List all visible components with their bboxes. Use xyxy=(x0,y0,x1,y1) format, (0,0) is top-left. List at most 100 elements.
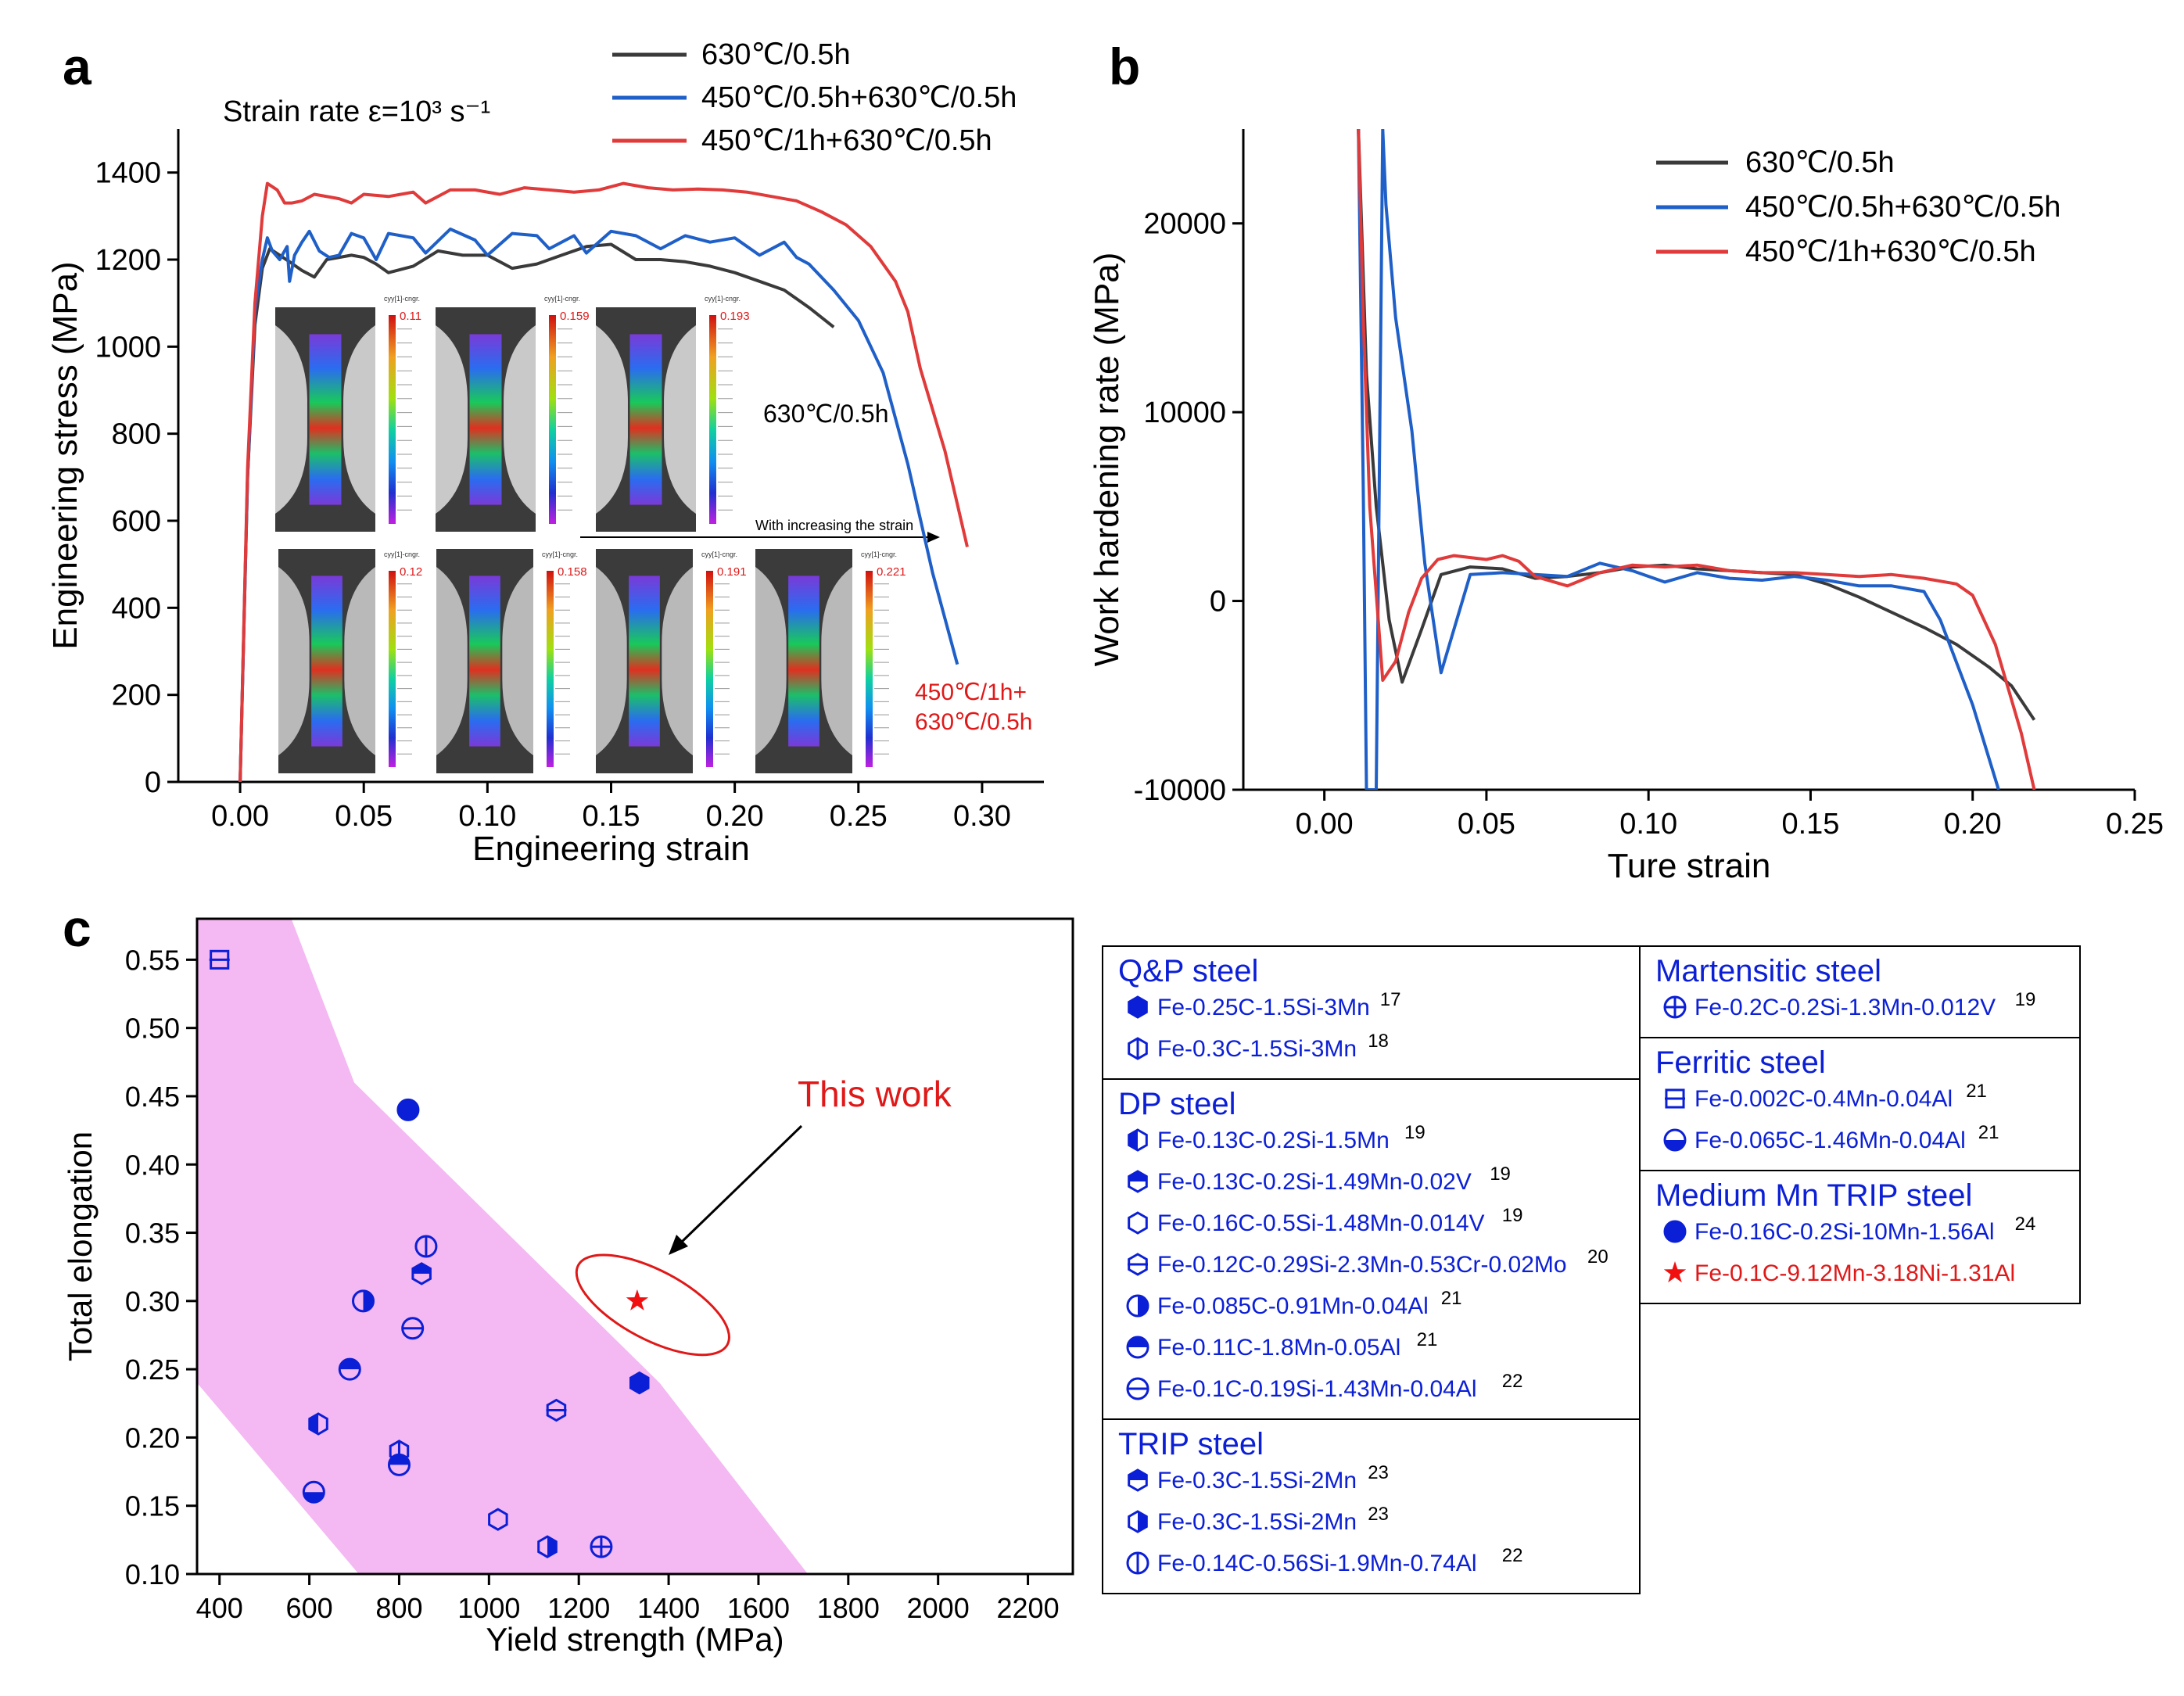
marker-fill xyxy=(1128,1130,1138,1150)
marker-outline xyxy=(1663,995,1687,1019)
this-work-ellipse xyxy=(575,1253,730,1357)
colorbar-header: cyy[1]-cngr. xyxy=(542,550,578,558)
marker-outline xyxy=(1128,1253,1148,1276)
x-tick-label: 0.15 xyxy=(583,800,640,833)
legend-label-0: 630℃/0.5h xyxy=(701,38,851,71)
legend-group: Q&P steel Fe-0.25C-1.5Si-3Mn 17 Fe-0.3C-1.5… xyxy=(1102,945,1641,1080)
legend-item-text: Fe-0.1C-9.12Mn-3.18Ni-1.31Al xyxy=(1694,1260,2015,1286)
marker-hex-vline xyxy=(1128,1037,1148,1060)
colorbar-strip xyxy=(389,315,396,524)
series-line-2 xyxy=(238,181,969,782)
legend-item-text: Fe-0.25C-1.5Si-3Mn xyxy=(1157,995,1370,1020)
series-line-1 xyxy=(238,228,959,782)
x-tick-label: 1000 xyxy=(457,1592,520,1624)
strain-field xyxy=(469,334,502,505)
marker-outline xyxy=(1128,1128,1148,1152)
panel-c-legend: Q&P steel Fe-0.25C-1.5Si-3Mn 17 Fe-0.3C-1.5… xyxy=(1102,945,2081,1594)
strain-field xyxy=(311,575,342,747)
marker-hex-top xyxy=(411,1262,432,1285)
y-tick-label: 800 xyxy=(112,418,161,451)
marker-circle-vline xyxy=(414,1235,438,1258)
legend-item-ref: 20 xyxy=(1587,1246,1608,1268)
dic-specimen-image xyxy=(436,307,536,532)
legend-group-title: DP steel xyxy=(1118,1087,1235,1121)
legend-item-ref: 23 xyxy=(1368,1462,1389,1483)
marker-hex-right xyxy=(537,1535,558,1558)
marker-outline xyxy=(1128,1170,1148,1193)
marker-hex-top xyxy=(1128,1468,1148,1492)
colorbar-max-label: 0.12 xyxy=(400,565,422,579)
marker-outline xyxy=(414,1235,438,1258)
x-tick-label: 0.25 xyxy=(2106,808,2164,841)
marker-square-hline xyxy=(209,949,230,970)
colorbar-header: cyy[1]-cngr. xyxy=(384,550,420,558)
marker-hex-left xyxy=(1128,1128,1148,1152)
y-tick-label: 0 xyxy=(1210,586,1226,619)
marker-fill xyxy=(309,1414,319,1434)
marker-outline xyxy=(1128,1510,1148,1533)
marker-hex-open xyxy=(1128,1211,1148,1235)
colorbar-max-label: 0.159 xyxy=(560,310,590,323)
y-tick-label: 0.20 xyxy=(125,1422,180,1454)
y-tick-label: 0.50 xyxy=(125,1013,180,1045)
legend-item-ref: 22 xyxy=(1502,1545,1523,1566)
dic-specimen-image xyxy=(755,549,852,774)
panel-b: b 0.00 0.05 0.10 0.15 0.20 0.25 -10000 0 10000 200… xyxy=(1088,38,2164,885)
legend-item-ref: 17 xyxy=(1380,989,1401,1010)
marker-square-hline xyxy=(1665,1088,1685,1109)
dic-specimen-image xyxy=(596,307,696,532)
legend-label-1: 450℃/0.5h+630℃/0.5h xyxy=(1745,191,2060,224)
legend-item-ref: 21 xyxy=(1966,1081,1987,1102)
panel-a: a 0.00 0.05 0.10 0.15 0.20 0.25 0.30 0 200 400 600 8… xyxy=(46,38,1044,868)
y-axis-label: Total elongation xyxy=(62,1131,99,1361)
legend-item-ref: 19 xyxy=(2015,989,2036,1010)
legend-item-text: Fe-0.3C-1.5Si-2Mn xyxy=(1157,1468,1357,1493)
y-axis-label: Engineering stress (MPa) xyxy=(46,261,84,649)
colorbar-header: cyy[1]-cngr. xyxy=(705,295,741,303)
colorbar-max-label: 0.11 xyxy=(400,310,421,323)
strain-arrow-head xyxy=(927,532,940,543)
marker-hex-filled xyxy=(629,1371,650,1395)
colorbar-strip xyxy=(866,571,873,767)
pink-band xyxy=(197,919,809,1574)
legend-group: DP steel Fe-0.13C-0.2Si-1.5Mn 19 Fe-0.13C-0… xyxy=(1102,1078,1641,1420)
y-tick-label: 1200 xyxy=(95,244,161,277)
x-axis-label: Engineering strain xyxy=(472,830,750,868)
series-line-2 xyxy=(1357,129,2036,790)
strain-arrow-caption: With increasing the strain xyxy=(755,518,913,533)
legend-group-title: Q&P steel xyxy=(1118,954,1258,988)
legend-item-text: Fe-0.16C-0.5Si-1.48Mn-0.014V xyxy=(1157,1210,1485,1236)
marker-outline xyxy=(1128,1211,1148,1235)
marker-outline xyxy=(1126,1294,1149,1318)
x-tick-label: 0.10 xyxy=(1619,808,1677,841)
legend-item-text: Fe-0.1C-0.19Si-1.43Mn-0.04Al xyxy=(1157,1376,1477,1402)
marker-circle-filled xyxy=(396,1098,420,1121)
strain-field xyxy=(788,575,819,747)
marker-outline xyxy=(1126,1377,1149,1400)
strain-rate-annotation: Strain rate ε=10³ s⁻¹ xyxy=(223,95,490,128)
y-tick-label: 0.10 xyxy=(125,1558,180,1590)
marker-outline xyxy=(302,1480,325,1504)
series-group xyxy=(238,181,969,782)
legend-item-ref: 22 xyxy=(1502,1371,1523,1392)
marker-outline xyxy=(1663,1220,1687,1243)
marker-circle-filled xyxy=(1663,1220,1687,1243)
colorbar-max-label: 0.191 xyxy=(717,565,747,579)
marker-hex-hline xyxy=(1128,1253,1148,1276)
inset-label-630: 630℃/0.5h xyxy=(763,400,889,428)
dic-colorbar: cyy[1]-cngr. 0.12 xyxy=(384,550,422,767)
strain-field xyxy=(629,334,662,505)
x-axis-label: Ture strain xyxy=(1608,847,1771,885)
dic-specimen-image xyxy=(275,307,375,532)
marker-outline xyxy=(1128,1037,1148,1060)
colorbar-header: cyy[1]-cngr. xyxy=(384,295,420,303)
marker-circle-top xyxy=(387,1453,411,1476)
legend-group-title: Medium Mn TRIP steel xyxy=(1655,1178,1972,1213)
marker-outline xyxy=(629,1371,650,1395)
dic-colorbar: cyy[1]-cngr. 0.193 xyxy=(705,295,750,524)
legend-item-ref: 18 xyxy=(1368,1031,1389,1052)
x-tick-label: 1400 xyxy=(637,1592,700,1624)
legend-group: Martensitic steel Fe-0.2C-0.2Si-1.3Mn-0.0… xyxy=(1639,945,2081,1038)
series-line-1 xyxy=(1357,129,2000,790)
series-group xyxy=(1357,129,2036,790)
